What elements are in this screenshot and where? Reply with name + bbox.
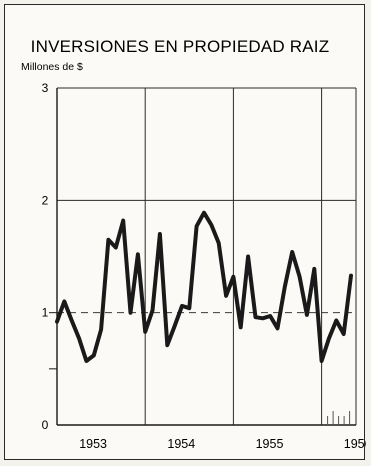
line-chart: INVERSIONES EN PROPIEDAD RAIZ Millones d… <box>21 37 366 451</box>
axes <box>49 88 356 426</box>
series-line <box>55 210 353 363</box>
tick-labels: 0 1 2 3 1953 1954 1955 1956 <box>42 81 366 451</box>
x-year-label: 1954 <box>167 437 195 451</box>
x-year-label: 1953 <box>79 437 107 451</box>
y-tick-label: 3 <box>42 81 49 95</box>
chart-title: INVERSIONES EN PROPIEDAD RAIZ <box>31 37 330 56</box>
x-year-label: 1955 <box>256 437 284 451</box>
chart-frame: INVERSIONES EN PROPIEDAD RAIZ Millones d… <box>4 4 366 460</box>
y-tick-label: 1 <box>42 306 49 320</box>
grid <box>57 87 357 425</box>
y-tick-label: 0 <box>42 418 49 432</box>
x-year-label: 1956 <box>344 437 366 451</box>
y-tick-label: 2 <box>42 193 49 207</box>
y-axis-unit-label: Millones de $ <box>21 61 83 73</box>
data-layer <box>55 210 353 363</box>
